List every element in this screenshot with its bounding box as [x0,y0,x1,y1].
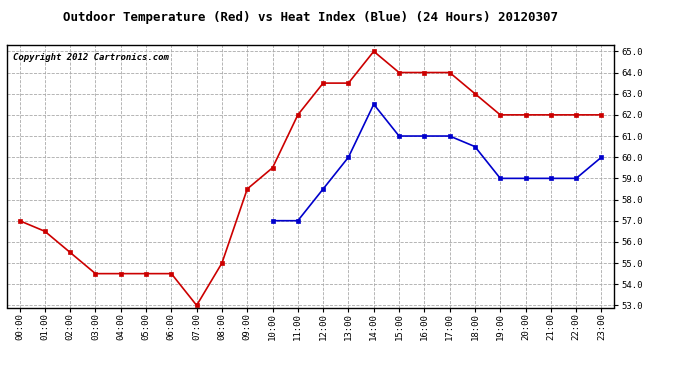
Text: Copyright 2012 Cartronics.com: Copyright 2012 Cartronics.com [13,53,169,62]
Text: Outdoor Temperature (Red) vs Heat Index (Blue) (24 Hours) 20120307: Outdoor Temperature (Red) vs Heat Index … [63,11,558,24]
